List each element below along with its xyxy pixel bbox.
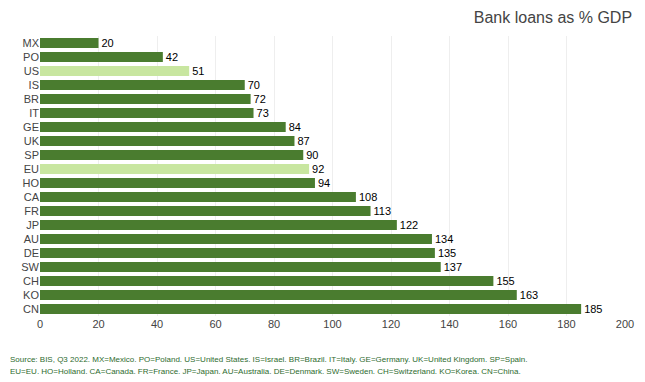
- svg-text:EU=EU. HO=Holland. CA=Canada.: EU=EU. HO=Holland. CA=Canada. FR=France.…: [10, 367, 521, 376]
- svg-text:20: 20: [92, 318, 104, 330]
- svg-text:155: 155: [496, 275, 514, 287]
- svg-text:87: 87: [297, 135, 309, 147]
- svg-text:185: 185: [584, 303, 602, 315]
- svg-text:IS: IS: [29, 79, 39, 91]
- svg-text:108: 108: [359, 191, 377, 203]
- svg-text:73: 73: [257, 107, 269, 119]
- svg-text:70: 70: [248, 79, 260, 91]
- svg-text:163: 163: [520, 289, 538, 301]
- svg-text:84: 84: [289, 121, 301, 133]
- svg-text:US: US: [24, 65, 39, 77]
- svg-text:JP: JP: [26, 219, 39, 231]
- svg-text:Bank loans as % GDP: Bank loans as % GDP: [474, 9, 632, 26]
- svg-text:MX: MX: [23, 37, 40, 49]
- svg-text:UK: UK: [24, 135, 40, 147]
- svg-text:51: 51: [192, 65, 204, 77]
- svg-text:94: 94: [318, 177, 330, 189]
- svg-text:GE: GE: [23, 121, 39, 133]
- svg-text:180: 180: [557, 318, 575, 330]
- svg-text:92: 92: [312, 163, 324, 175]
- svg-text:EU: EU: [24, 163, 39, 175]
- svg-text:PO: PO: [23, 51, 39, 63]
- svg-text:90: 90: [306, 149, 318, 161]
- svg-text:200: 200: [616, 318, 634, 330]
- svg-text:113: 113: [374, 205, 392, 217]
- svg-text:60: 60: [209, 318, 221, 330]
- svg-text:FR: FR: [24, 205, 39, 217]
- svg-text:CA: CA: [24, 191, 40, 203]
- svg-text:CN: CN: [23, 303, 39, 315]
- svg-text:SP: SP: [24, 149, 39, 161]
- svg-text:DE: DE: [24, 247, 39, 259]
- svg-text:120: 120: [382, 318, 400, 330]
- svg-text:CH: CH: [23, 275, 39, 287]
- svg-text:122: 122: [400, 219, 418, 231]
- svg-text:HO: HO: [23, 177, 40, 189]
- svg-text:0: 0: [37, 318, 43, 330]
- svg-text:BR: BR: [24, 93, 39, 105]
- svg-text:80: 80: [268, 318, 280, 330]
- svg-text:Source: BIS, Q3 2022. MX=Mexic: Source: BIS, Q3 2022. MX=Mexico. PO=Pola…: [10, 355, 528, 364]
- svg-text:SW: SW: [21, 261, 39, 273]
- svg-text:137: 137: [444, 261, 462, 273]
- svg-text:KO: KO: [23, 289, 39, 301]
- svg-text:40: 40: [151, 318, 163, 330]
- svg-text:20: 20: [102, 37, 114, 49]
- svg-text:AU: AU: [24, 233, 39, 245]
- svg-text:135: 135: [438, 247, 456, 259]
- svg-text:134: 134: [435, 233, 453, 245]
- svg-text:140: 140: [440, 318, 458, 330]
- svg-text:160: 160: [499, 318, 517, 330]
- svg-text:IT: IT: [29, 107, 39, 119]
- svg-text:72: 72: [254, 93, 266, 105]
- svg-text:100: 100: [323, 318, 341, 330]
- svg-text:42: 42: [166, 51, 178, 63]
